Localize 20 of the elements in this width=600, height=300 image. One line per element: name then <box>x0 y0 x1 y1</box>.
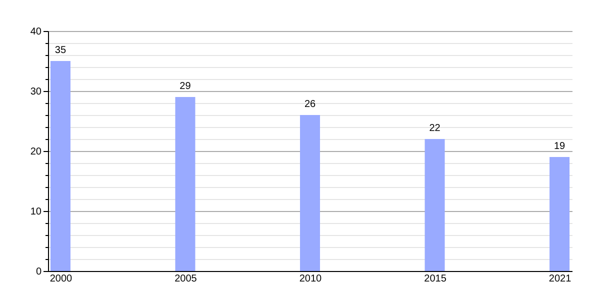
data-label: 22 <box>429 123 441 134</box>
bar <box>300 115 320 271</box>
data-label: 19 <box>554 141 566 152</box>
bar <box>550 157 570 271</box>
bar <box>50 61 70 271</box>
x-tick-label: 2005 <box>174 274 198 284</box>
bar <box>175 97 196 271</box>
x-tick-label: 2000 <box>50 274 73 284</box>
bar <box>424 139 445 271</box>
x-tick-label: 2021 <box>548 274 572 284</box>
y-tick-label: 10 <box>30 206 42 218</box>
data-label: 29 <box>180 81 192 92</box>
y-tick-label: 30 <box>30 86 42 98</box>
x-tick-label: 2015 <box>424 274 447 284</box>
x-tick-label: 2010 <box>299 274 322 284</box>
data-label: 35 <box>54 45 66 56</box>
y-tick-label: 40 <box>30 26 42 38</box>
y-tick-label: 20 <box>30 146 42 158</box>
y-tick-label: 0 <box>36 266 42 278</box>
data-label: 26 <box>304 99 316 110</box>
